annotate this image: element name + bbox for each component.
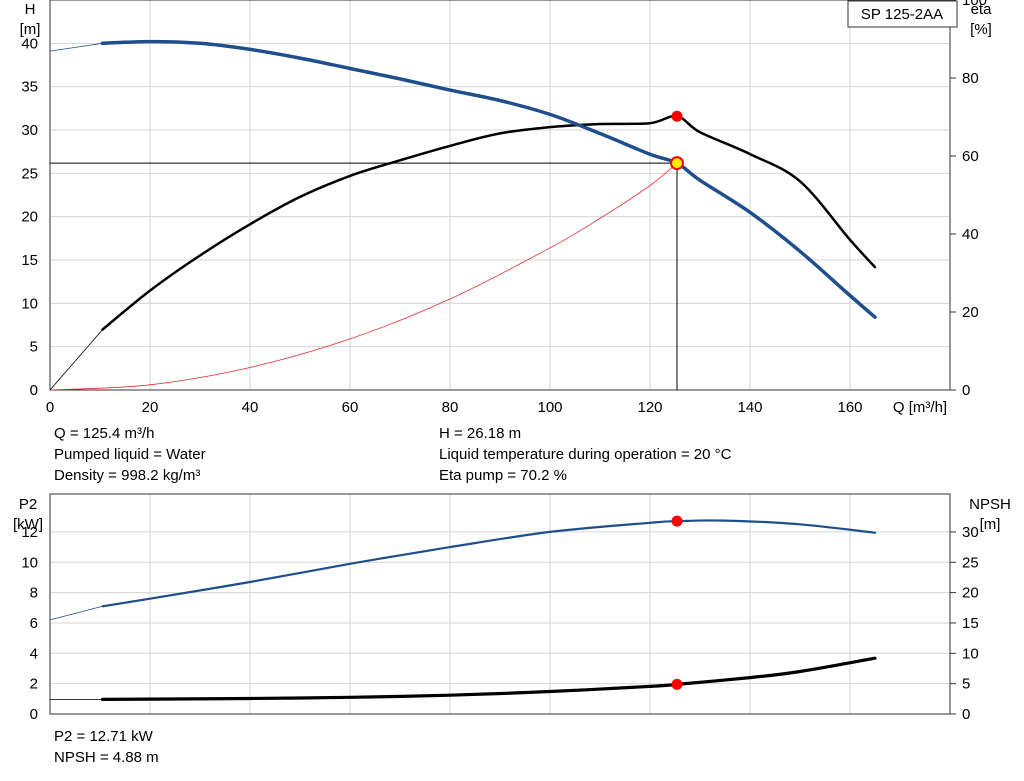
duty-markers <box>50 110 684 690</box>
y-right-tick-label: 0 <box>962 382 970 399</box>
x-tick-label: 100 <box>537 399 562 416</box>
y-left-tick-label: 5 <box>30 339 38 356</box>
p2-axis-label: P2 <box>19 496 37 513</box>
top-plot-frame <box>49 0 951 391</box>
x-tick-label: 160 <box>837 399 862 416</box>
y-right-tick-label: 100 <box>962 0 987 9</box>
info-bottom: P2 = 12.71 kW NPSH = 4.88 m <box>54 726 159 768</box>
y-right-tick-label: 20 <box>962 304 979 321</box>
p2-curve-extrapolated <box>49 605 103 621</box>
pump-model-box <box>847 0 958 28</box>
efficiency-curve-extrapolated <box>49 329 103 391</box>
eta-marker <box>671 110 683 122</box>
y-left-tick-label: 10 <box>21 554 38 571</box>
head-curve <box>100 39 877 319</box>
p2-marker <box>671 515 683 527</box>
y-right-tick-label: 60 <box>962 148 979 165</box>
y-left-tick-label: 2 <box>30 676 38 693</box>
eta-axis-unit: [%] <box>970 21 992 38</box>
p2-curve <box>101 519 877 608</box>
y-left-tick-label: 0 <box>30 382 38 399</box>
y-right-tick-label: 10 <box>962 645 979 662</box>
info-top-left: Q = 125.4 m³/h Pumped liquid = Water Den… <box>54 423 206 486</box>
bottom-series <box>49 519 877 701</box>
system-curve <box>49 162 678 391</box>
bottom-plot-frame <box>49 493 951 715</box>
bottom-tick-labels: 0 2 4 6 8 10 12 0 5 10 15 20 25 30 <box>21 524 978 723</box>
y-right-tick-label: 80 <box>962 70 979 87</box>
y-left-tick-label: 30 <box>21 122 38 139</box>
y-right-tick-label: 20 <box>962 585 979 602</box>
duty-point-marker <box>670 156 684 171</box>
x-tick-label: 140 <box>737 399 762 416</box>
y-right-tick-label: 0 <box>962 706 970 723</box>
y-right-tick-label: 30 <box>962 524 979 541</box>
y-right-tick-label: 40 <box>962 226 979 243</box>
x-tick-label: 120 <box>637 399 662 416</box>
npsh-marker <box>671 678 683 690</box>
info-eta: Eta pump = 70.2 % <box>439 467 567 484</box>
top-tick-labels: 0 20 40 60 80 100 120 140 160 0 5 10 15 20 25 30 35 40 0 20… <box>21 0 987 416</box>
y-right-tick-label: 15 <box>962 615 979 632</box>
info-liquid: Pumped liquid = Water <box>54 446 206 463</box>
head-curve-extrapolated <box>49 42 103 52</box>
bottom-grid <box>49 494 950 715</box>
y-left-tick-label: 40 <box>21 35 38 52</box>
flow-axis-label: Q [m³/h] <box>893 399 947 416</box>
x-tick-label: 40 <box>242 399 259 416</box>
x-tick-label: 80 <box>442 399 459 416</box>
npsh-axis-unit: [m] <box>980 516 1001 533</box>
top-grid <box>49 0 950 391</box>
y-right-tick-label: 5 <box>962 676 970 693</box>
info-flow: Q = 125.4 m³/h <box>54 425 155 442</box>
top-series <box>49 39 877 391</box>
head-axis-unit: [m] <box>20 21 41 38</box>
y-left-tick-label: 10 <box>21 295 38 312</box>
y-left-tick-label: 15 <box>21 252 38 269</box>
x-tick-label: 20 <box>142 399 159 416</box>
y-left-tick-label: 0 <box>30 706 38 723</box>
y-left-tick-label: 35 <box>21 79 38 96</box>
pump-model-label: SP 125-2AA <box>861 6 943 23</box>
y-right-tick-label: 25 <box>962 554 979 571</box>
head-axis-label: H <box>25 1 36 18</box>
info-density: Density = 998.2 kg/m³ <box>54 467 201 484</box>
info-p2: P2 = 12.71 kW <box>54 728 153 745</box>
eta-axis-label: eta <box>971 1 993 18</box>
info-temperature: Liquid temperature during operation = 20… <box>439 446 732 463</box>
efficiency-curve <box>101 114 877 331</box>
y-left-tick-label: 20 <box>21 209 38 226</box>
y-left-tick-label: 25 <box>21 165 38 182</box>
info-npsh: NPSH = 4.88 m <box>54 749 159 766</box>
p2-axis-unit: [kW] <box>13 516 43 533</box>
info-top-right: H = 26.18 m Liquid temperature during op… <box>439 423 731 486</box>
y-left-tick-label: 6 <box>30 615 38 632</box>
npsh-curve <box>100 656 877 701</box>
npsh-axis-label: NPSH <box>969 496 1011 513</box>
y-left-tick-label: 8 <box>30 585 38 602</box>
x-tick-label: 60 <box>342 399 359 416</box>
info-head: H = 26.18 m <box>439 425 522 442</box>
y-left-tick-label: 4 <box>30 645 38 662</box>
x-tick-label: 0 <box>46 399 54 416</box>
y-left-tick-label: 12 <box>21 524 38 541</box>
